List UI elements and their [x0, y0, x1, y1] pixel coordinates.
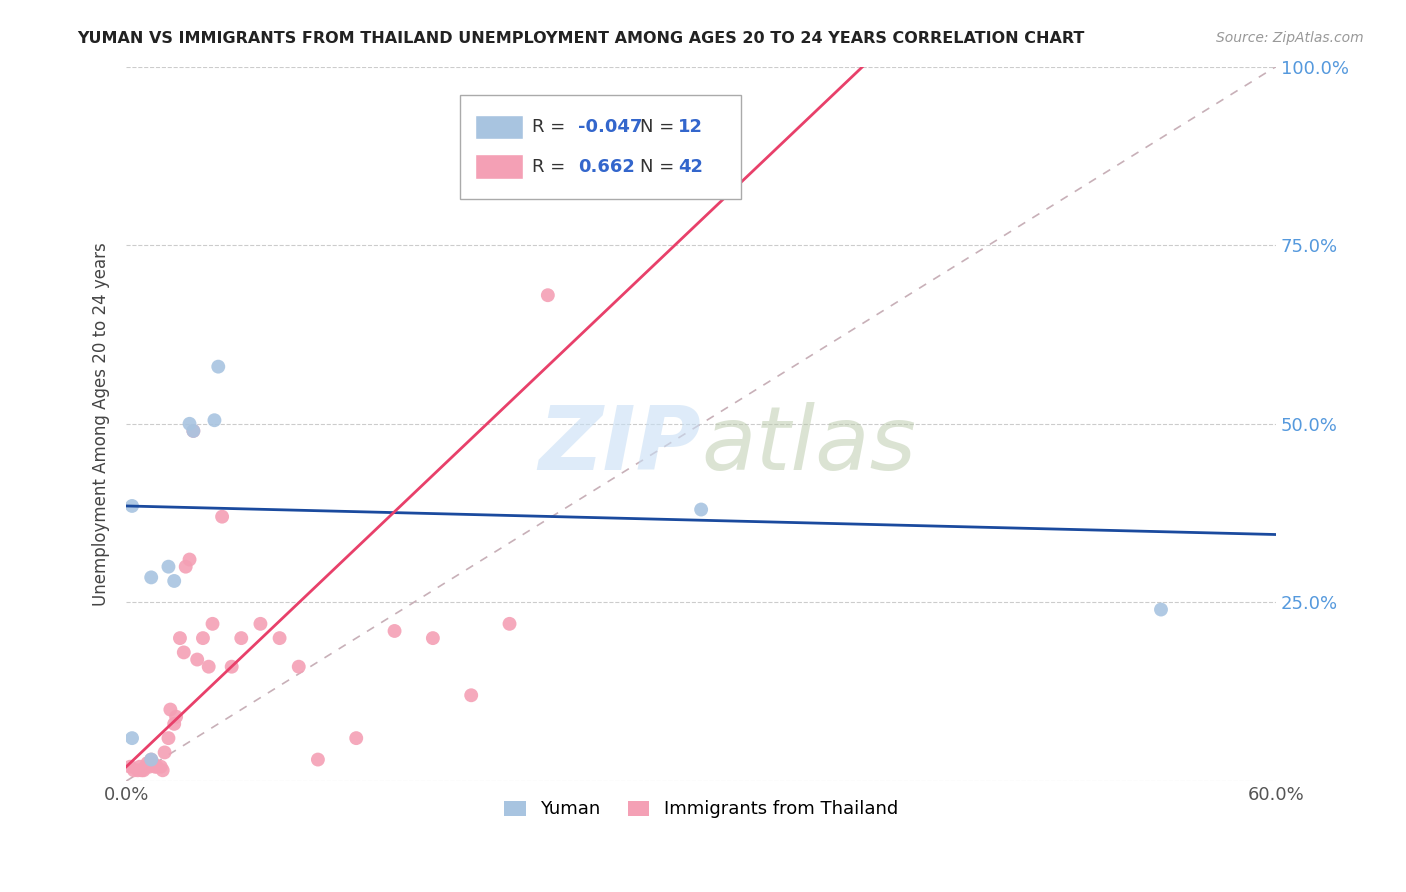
Point [163, 574, 186, 588]
Point [157, 731, 180, 746]
Text: atlas: atlas [702, 402, 915, 488]
Point [204, 413, 226, 427]
Point [121, 731, 143, 746]
Text: R =: R = [531, 158, 571, 176]
Point [269, 631, 291, 645]
Text: -0.047: -0.047 [578, 119, 643, 136]
Point [191, 631, 214, 645]
Legend: Yuman, Immigrants from Thailand: Yuman, Immigrants from Thailand [496, 793, 905, 826]
Point [690, 502, 713, 516]
Point [183, 424, 205, 438]
FancyBboxPatch shape [475, 154, 523, 178]
Point [186, 652, 208, 666]
Point [498, 616, 520, 631]
Point [197, 659, 219, 673]
Point [141, 753, 163, 767]
Point [141, 570, 163, 584]
Point [142, 756, 165, 771]
Point [131, 764, 153, 778]
Point [384, 624, 406, 638]
Text: Source: ZipAtlas.com: Source: ZipAtlas.com [1216, 31, 1364, 45]
Point [1150, 602, 1173, 616]
Point [169, 631, 191, 645]
FancyBboxPatch shape [475, 115, 523, 139]
Point [537, 288, 560, 302]
Point [138, 760, 160, 774]
Point [143, 760, 166, 774]
Point [231, 631, 253, 645]
Point [207, 359, 229, 374]
Point [122, 764, 145, 778]
Point [128, 760, 150, 774]
Point [165, 709, 187, 723]
Point [460, 688, 482, 702]
Point [183, 424, 205, 438]
FancyBboxPatch shape [460, 95, 741, 199]
Text: N =: N = [640, 158, 681, 176]
Point [173, 645, 195, 659]
Point [174, 559, 197, 574]
Point [201, 616, 224, 631]
Point [157, 559, 180, 574]
Point [127, 764, 149, 778]
Y-axis label: Unemployment Among Ages 20 to 24 years: Unemployment Among Ages 20 to 24 years [93, 242, 110, 606]
Point [307, 753, 329, 767]
Point [344, 731, 367, 746]
Point [159, 702, 181, 716]
Point [422, 631, 444, 645]
Point [221, 659, 243, 673]
Point [211, 509, 233, 524]
Point [179, 552, 201, 566]
Point [120, 760, 142, 774]
Point [146, 760, 169, 774]
Point [163, 716, 186, 731]
Point [152, 764, 174, 778]
Point [136, 756, 159, 771]
Text: 12: 12 [678, 119, 703, 136]
Point [287, 659, 309, 673]
Point [153, 746, 176, 760]
Point [121, 499, 143, 513]
Text: 42: 42 [678, 158, 703, 176]
Point [249, 616, 271, 631]
Text: N =: N = [640, 119, 681, 136]
Point [141, 753, 163, 767]
Text: R =: R = [531, 119, 571, 136]
Text: ZIP: ZIP [538, 401, 702, 489]
Text: 0.662: 0.662 [578, 158, 636, 176]
Text: YUMAN VS IMMIGRANTS FROM THAILAND UNEMPLOYMENT AMONG AGES 20 TO 24 YEARS CORRELA: YUMAN VS IMMIGRANTS FROM THAILAND UNEMPL… [77, 31, 1084, 46]
Point [132, 764, 155, 778]
Point [179, 417, 201, 431]
Point [134, 760, 156, 774]
Point [149, 760, 172, 774]
